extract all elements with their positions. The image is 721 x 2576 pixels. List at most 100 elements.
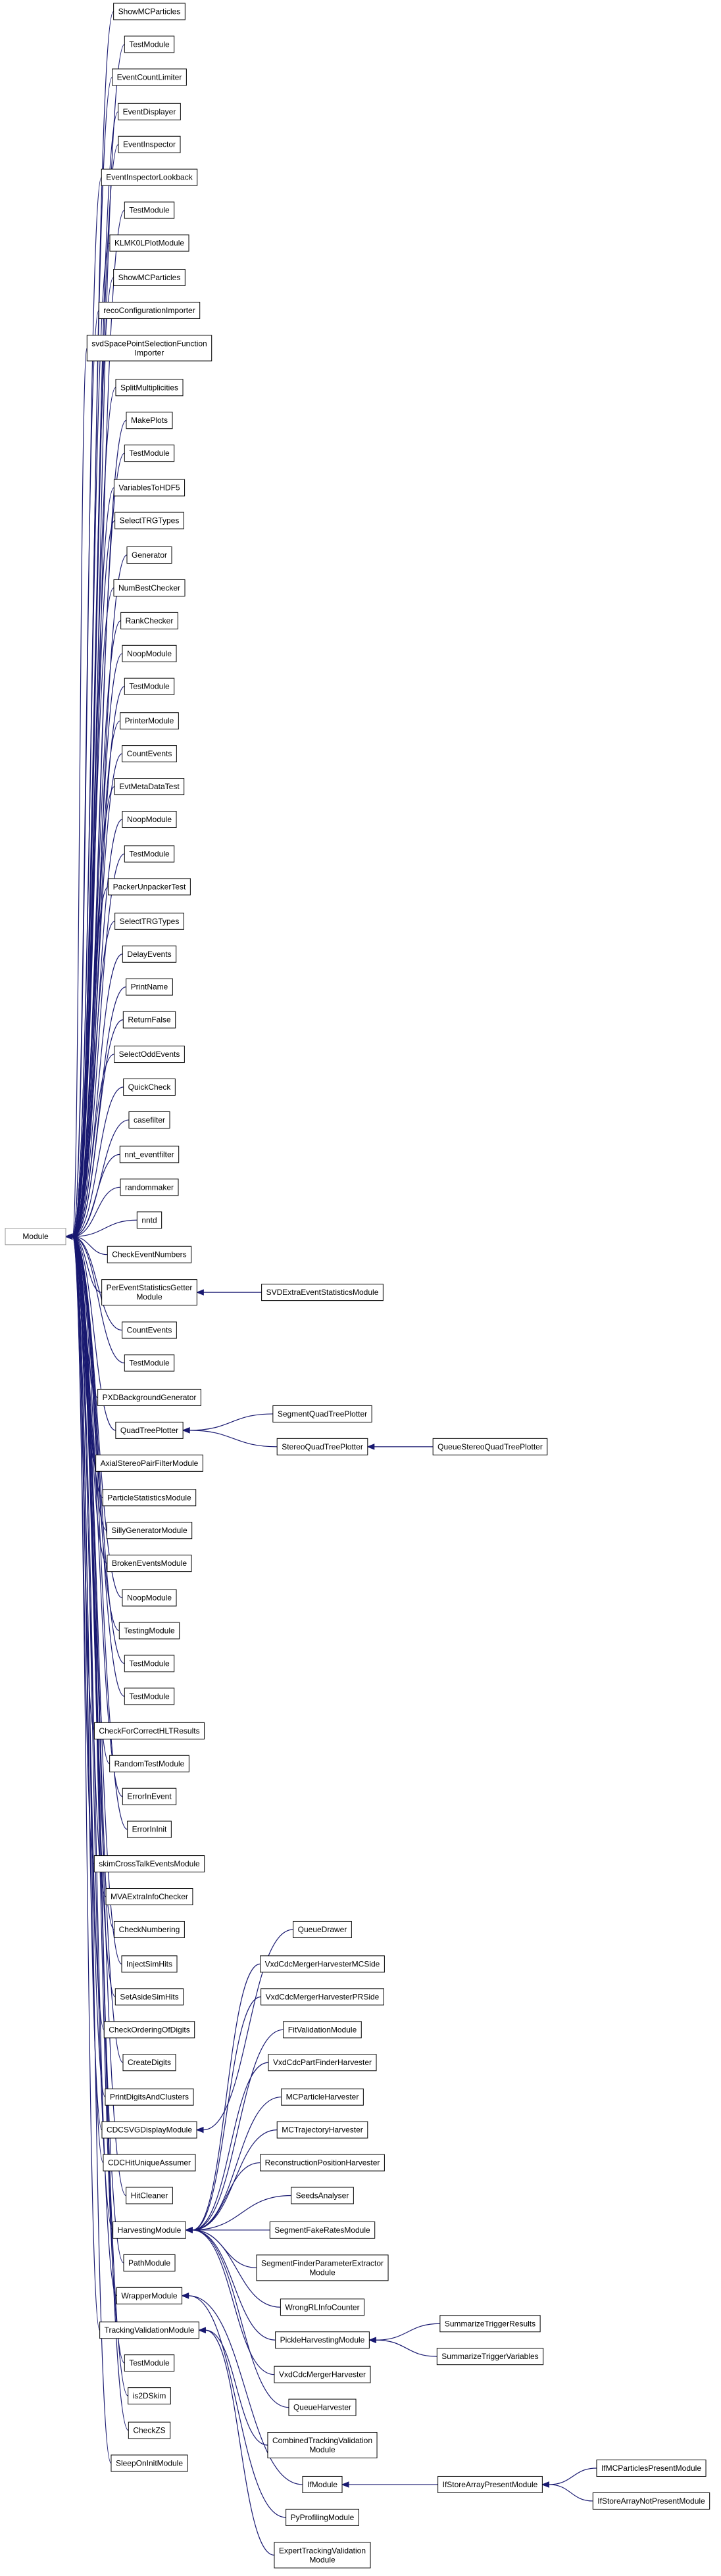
node-label: nntd <box>141 1215 157 1225</box>
node-label: SplitMultiplicities <box>120 383 178 392</box>
class-node: CheckNumbering <box>114 1920 185 1938</box>
class-node: SegmentQuadTreePlotter <box>272 1405 372 1422</box>
nodes: Module ShowMCParticles TestModule EventCoun… <box>5 3 710 2569</box>
class-node: QuadTreePlotter <box>115 1421 184 1439</box>
class-node: SleepOnInitModule <box>111 2454 188 2472</box>
node-label: RankChecker <box>126 616 174 625</box>
class-node: SeedsAnalyser <box>291 2187 354 2204</box>
class-node: Module <box>5 1228 66 1246</box>
node-label: HitCleaner <box>131 2191 168 2200</box>
class-node: RandomTestModule <box>109 1755 189 1772</box>
node-box <box>122 1787 177 1805</box>
node-label: PackerUnpackerTest <box>113 882 186 891</box>
class-node: SummarizeTriggerVariables <box>436 2348 544 2366</box>
node-box <box>124 1354 175 1372</box>
class-node: TestingModule <box>118 1622 180 1640</box>
node-label: EventInspectorLookback <box>106 173 193 182</box>
node-box <box>120 1179 179 1196</box>
node-label: IfModule <box>307 2480 337 2489</box>
class-node: ReturnFalse <box>122 1011 176 1029</box>
node-label: IfStoreArrayNotPresentModule <box>597 2496 705 2506</box>
class-node: SegmentFakeRatesModule <box>269 2221 376 2239</box>
node-label: CountEvents <box>127 1326 172 1335</box>
node-box <box>122 745 177 763</box>
node-box <box>113 479 186 497</box>
node-box <box>95 1454 203 1472</box>
inheritance-edge <box>188 2295 303 2485</box>
inheritance-edge <box>72 1236 104 2164</box>
class-node: KLMK0LPlotModule <box>109 234 189 252</box>
node-box <box>128 2387 171 2405</box>
inheritance-edge <box>72 310 99 1237</box>
node-label: MVAExtraInfoChecker <box>111 1892 188 1901</box>
arrow-head <box>541 2481 549 2488</box>
inheritance-edge <box>376 2339 437 2357</box>
node-label: VxdCdcMergerHarvesterMCSide <box>265 1959 380 1968</box>
class-node: TestModule <box>124 1354 175 1372</box>
node-label: MCParticleHarvester <box>286 2093 359 2102</box>
class-node: TestModule <box>124 677 175 695</box>
inheritance-edge <box>72 1054 114 1237</box>
node-box <box>123 1079 176 1096</box>
inheritance-edge <box>72 1236 116 1431</box>
arrow-head <box>181 2293 189 2299</box>
node-box <box>286 2508 359 2526</box>
class-node: CreateDigits <box>122 2054 176 2072</box>
class-node: IfModule <box>302 2475 343 2493</box>
class-node: QueueDrawer <box>293 1920 352 1938</box>
node-label: nnt_eventfilter <box>124 1150 174 1159</box>
node-label: randommaker <box>125 1182 174 1192</box>
inheritance-edge <box>192 2097 282 2231</box>
inheritance-edge <box>203 1929 293 2131</box>
inheritance-edge <box>72 347 87 1237</box>
class-node: CDCHitUniqueAssumer <box>103 2154 196 2172</box>
node-box <box>124 36 175 53</box>
node-label: SleepOnInitModule <box>116 2459 183 2468</box>
node-label: PXDBackgroundGenerator <box>103 1393 197 1402</box>
node-box <box>112 2221 186 2239</box>
node-box <box>127 1820 172 1838</box>
class-node: WrapperModule <box>116 2287 183 2304</box>
inheritance-edge <box>72 1236 101 2331</box>
inheritance-edge <box>72 1219 137 1237</box>
class-node: WrongRLInfoCounter <box>280 2298 365 2316</box>
inheritance-edge <box>549 2484 593 2502</box>
node-box <box>5 1228 66 1246</box>
node-box <box>114 1046 185 1063</box>
node-box <box>120 712 179 730</box>
node-box <box>119 1146 180 1163</box>
node-box <box>109 1755 189 1772</box>
node-label: HarvestingModule <box>118 2225 182 2235</box>
node-label: ReconstructionPositionHarvester <box>265 2158 380 2168</box>
node-label: TestModule <box>129 206 170 215</box>
inheritance-edge <box>192 2062 268 2231</box>
node-box <box>93 1855 205 1873</box>
class-node: TestModule <box>124 1655 175 1672</box>
node-label: InjectSimHits <box>126 1959 172 1968</box>
node-label: SelectOddEvents <box>119 1050 180 1059</box>
node-box <box>293 1920 352 1938</box>
class-node: EventCountLimiter <box>112 68 187 86</box>
node-label: CheckEventNumbers <box>112 1250 186 1259</box>
class-node: ReconstructionPositionHarvester <box>260 2154 385 2172</box>
node-label: recoConfigurationImporter <box>103 306 195 315</box>
class-node: QueueHarvester <box>288 2398 357 2416</box>
node-box <box>116 2287 183 2304</box>
node-box <box>272 1405 372 1422</box>
class-node: NoopModule <box>122 811 177 829</box>
node-label: PrinterModule <box>125 716 174 725</box>
class-node: nnt_eventfilter <box>119 1146 180 1163</box>
node-label: CheckOrderingOfDigits <box>109 2025 189 2034</box>
node-label: VxdCdcMergerHarvesterPRSide <box>266 1992 380 2001</box>
node-label: CDCSVGDisplayModule <box>107 2126 192 2135</box>
node-box <box>122 1011 176 1029</box>
node-label: Module <box>309 2268 336 2277</box>
node-label: skimCrossTalkEventsModule <box>99 1859 200 1868</box>
inheritance-edge <box>192 2229 289 2408</box>
node-label: PathModule <box>128 2258 170 2268</box>
inheritance-edge <box>205 2329 274 2556</box>
node-box <box>121 1955 178 1973</box>
class-node: CDCSVGDisplayModule <box>101 2121 197 2139</box>
node-box <box>124 677 175 695</box>
